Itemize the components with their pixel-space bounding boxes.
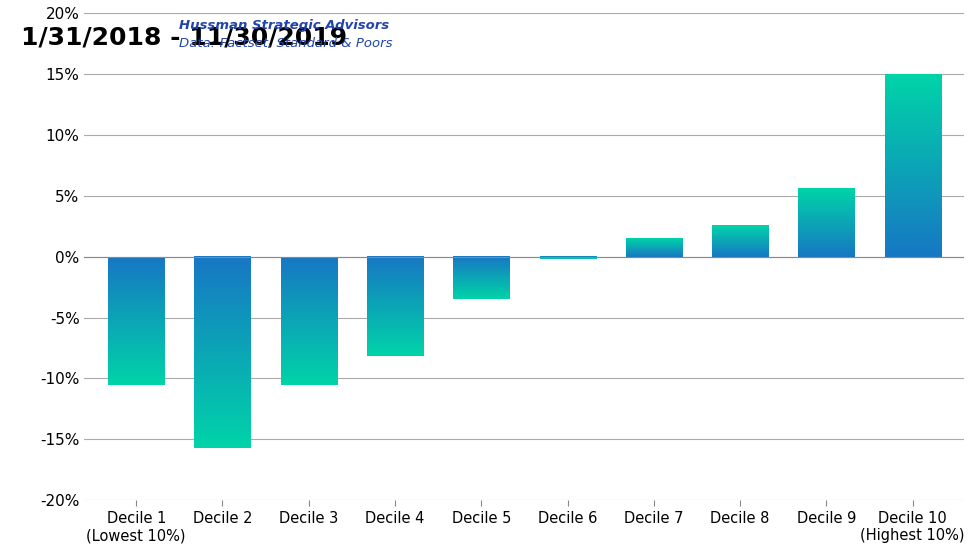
Text: Data: Factset, Standard & Poors: Data: Factset, Standard & Poors bbox=[179, 37, 392, 50]
Text: Hussman Strategic Advisors: Hussman Strategic Advisors bbox=[179, 19, 389, 32]
Text: 1/31/2018 - 11/30/2019: 1/31/2018 - 11/30/2019 bbox=[21, 25, 346, 49]
